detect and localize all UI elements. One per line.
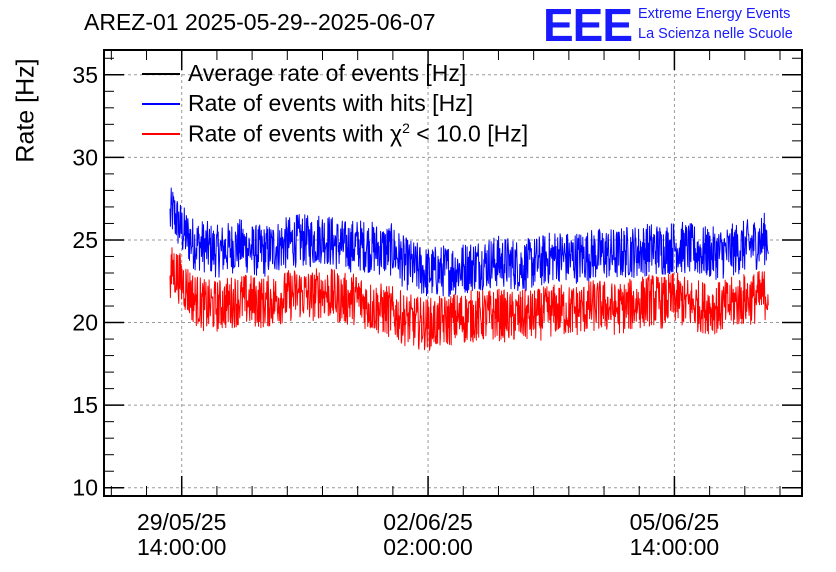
- legend-swatch-average: [142, 73, 180, 75]
- legend-label-average: Average rate of events [Hz]: [188, 60, 467, 86]
- x-tick-date: 05/06/25: [629, 509, 720, 535]
- y-tick-label: 30: [72, 144, 98, 170]
- y-tick-label: 20: [72, 310, 98, 336]
- x-tick-label: 02/06/25 02:00:00: [358, 510, 498, 560]
- x-tick-date: 29/05/25: [136, 509, 227, 535]
- y-tick-label: 10: [72, 475, 98, 501]
- series-line-hits: [169, 187, 769, 297]
- series-line-chi2: [169, 247, 769, 351]
- logo-line-2: La Scienza nelle Scuole: [638, 26, 793, 42]
- x-tick-time: 14:00:00: [136, 534, 227, 560]
- logo-line-1: Extreme Energy Events: [638, 6, 791, 22]
- x-tick-label: 29/05/25 14:00:00: [112, 510, 252, 560]
- chart-title: AREZ-01 2025-05-29--2025-06-07: [84, 9, 436, 35]
- x-tick-time: 14:00:00: [629, 534, 720, 560]
- legend-swatch-hits: [142, 103, 180, 105]
- logo-caption: Extreme Energy Events La Scienza nelle S…: [638, 4, 793, 44]
- y-tick-labels: 10 15 20 25 30 35: [72, 62, 98, 501]
- y-axis-label: Rate [Hz]: [11, 58, 40, 163]
- legend-swatch-chi2: [142, 133, 180, 135]
- eee-logo: EEE: [543, 0, 633, 51]
- x-tick-date: 02/06/25: [383, 509, 473, 535]
- x-tick-label: 05/06/25 14:00:00: [604, 510, 744, 560]
- y-tick-label: 35: [72, 62, 98, 88]
- y-tick-label: 25: [72, 227, 98, 253]
- legend-chi2-sup: 2: [402, 120, 410, 136]
- legend-label-chi2: Rate of events with χ2 < 10.0 [Hz]: [188, 120, 528, 148]
- legend-chi2-prefix: Rate of events with χ: [188, 120, 403, 147]
- series-layer: [169, 187, 769, 351]
- y-tick-label: 15: [72, 392, 98, 418]
- legend-label-hits: Rate of events with hits [Hz]: [188, 90, 474, 116]
- legend-chi2-suffix: < 10.0 [Hz]: [409, 120, 529, 147]
- x-tick-time: 02:00:00: [383, 534, 473, 560]
- axis-ticks: [104, 50, 802, 496]
